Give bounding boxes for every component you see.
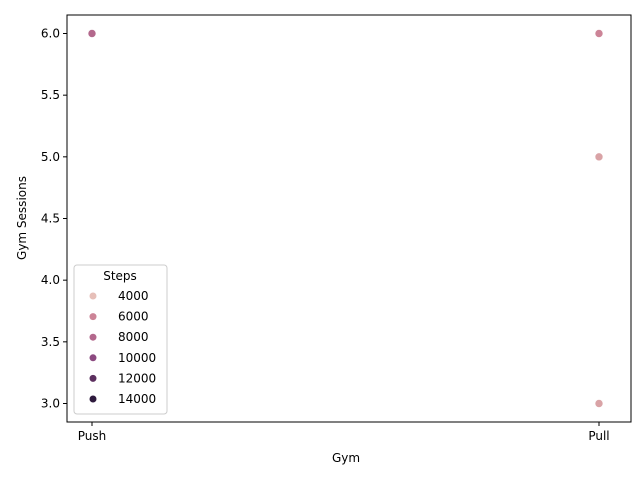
legend: Steps 4000 6000 8000 10000 12000 14000 [73,264,168,415]
x-axis: Push Pull [78,422,610,443]
y-tick-label: 3.5 [41,335,60,349]
legend-label: 6000 [118,310,149,324]
scatter-point [594,29,604,38]
legend-title: Steps [103,269,137,283]
y-tick-label: 5.0 [41,150,60,164]
y-tick-label: 5.5 [41,88,60,102]
legend-marker [89,395,97,403]
x-axis-label: Gym [332,451,360,465]
x-tick-label: Push [78,429,107,443]
legend-label: 14000 [118,392,156,406]
scatter-point [87,29,97,38]
y-tick-label: 3.0 [41,397,60,411]
y-tick-label: 6.0 [41,27,60,41]
legend-marker [89,313,97,321]
legend-box [73,264,168,415]
y-axis: 3.0 3.5 4.0 4.5 5.0 5.5 6.0 [41,27,67,411]
scatter-point [594,152,604,162]
y-axis-label: Gym Sessions [15,176,29,260]
legend-marker [89,354,97,362]
legend-label: 10000 [118,351,156,365]
legend-label: 8000 [118,330,149,344]
legend-label: 4000 [118,289,149,303]
x-tick-label: Pull [588,429,609,443]
data-points [87,29,604,408]
legend-label: 12000 [118,371,156,385]
y-tick-label: 4.0 [41,273,60,287]
y-tick-label: 4.5 [41,212,60,226]
scatter-point [594,399,604,408]
legend-marker [89,333,97,341]
legend-marker [89,374,97,382]
legend-marker [89,292,97,300]
